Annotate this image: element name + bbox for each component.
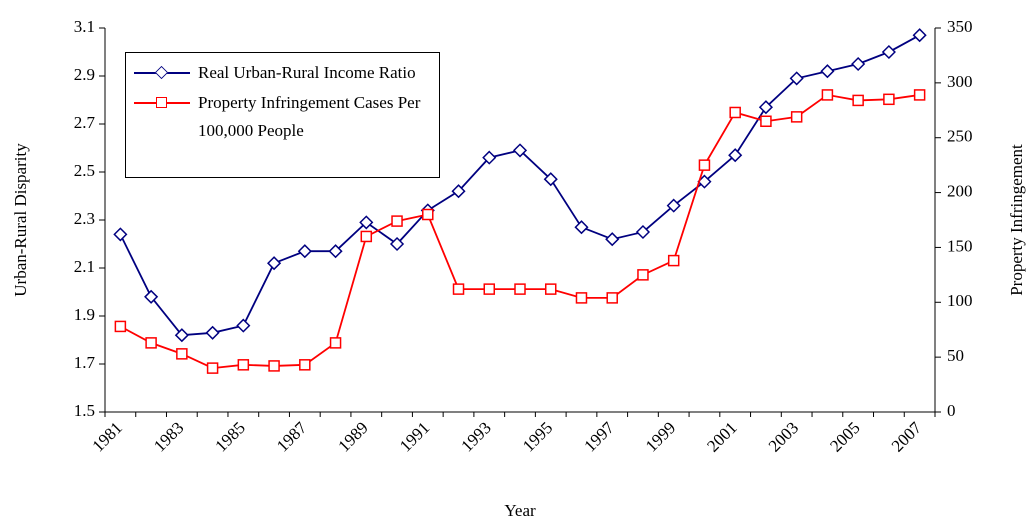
data-point (329, 337, 342, 349)
y-tick-label: 2.9 (74, 65, 95, 84)
x-tick-label: 1987 (273, 418, 311, 456)
data-point (360, 230, 373, 243)
data-point (389, 236, 405, 252)
data-point (851, 56, 866, 72)
data-point (606, 292, 618, 304)
legend: Real Urban-Rural Income Ratio Property In… (125, 52, 440, 178)
data-point (391, 215, 403, 227)
data-point (605, 232, 620, 247)
data-point (206, 362, 219, 374)
legend-label: Real Urban-Rural Income Ratio (198, 63, 416, 82)
data-point (760, 115, 772, 128)
data-point (113, 227, 128, 242)
data-point (452, 283, 465, 295)
y-tick-label: 3.1 (74, 17, 95, 36)
y-tick-label: 1.9 (74, 305, 95, 324)
y-axis-title: Urban-Rural Disparity (11, 143, 30, 297)
data-point (514, 283, 526, 295)
x-tick-label: 1991 (396, 418, 433, 455)
y-tick-label: 2.3 (74, 209, 95, 228)
legend-marker (156, 97, 167, 108)
data-point (299, 359, 311, 371)
x-tick-label: 1997 (580, 418, 618, 456)
data-point (574, 220, 589, 235)
data-point (174, 328, 189, 343)
data-point (543, 172, 558, 187)
x-tick-label: 2001 (703, 418, 740, 455)
y2-tick-label: 250 (947, 127, 973, 146)
x-tick-label: 1985 (211, 418, 248, 455)
x-tick-label: 2007 (888, 418, 926, 456)
y2-tick-label: 150 (947, 236, 973, 255)
x-axis-title: Year (504, 501, 536, 520)
data-point (145, 337, 157, 349)
data-point (483, 283, 496, 295)
y-tick-label: 1.5 (74, 401, 95, 420)
x-tick-label: 2005 (826, 418, 863, 455)
data-point (883, 93, 895, 106)
x-tick-label: 1999 (642, 418, 679, 455)
data-point (205, 325, 220, 340)
y2-tick-label: 200 (947, 181, 973, 200)
data-point (913, 89, 926, 101)
data-point (422, 208, 434, 221)
data-point (881, 44, 896, 60)
data-point (729, 106, 741, 119)
y-tick-label: 2.1 (74, 257, 95, 276)
y2-tick-label: 100 (947, 291, 973, 310)
data-point (789, 71, 804, 86)
data-point (328, 244, 343, 259)
data-point (144, 289, 159, 304)
y-tick-label: 2.7 (74, 113, 96, 132)
data-point (451, 184, 466, 199)
data-point (852, 94, 864, 107)
data-point (667, 254, 680, 267)
data-point (176, 348, 188, 360)
data-point (821, 89, 834, 101)
y2-tick-label: 300 (947, 72, 973, 91)
data-point (758, 100, 773, 115)
data-point (698, 159, 711, 171)
data-point (728, 148, 743, 163)
x-tick-label: 1983 (150, 418, 187, 455)
x-tick-label: 1993 (457, 418, 494, 455)
y-tick-label: 2.5 (74, 161, 95, 180)
data-point (267, 256, 282, 271)
data-point (297, 244, 312, 259)
legend-label: Property Infringement Cases Per 100,000 … (198, 93, 421, 140)
y2-tick-label: 0 (947, 401, 956, 420)
y-tick-label: 1.7 (74, 353, 96, 372)
x-tick-label: 1981 (88, 418, 125, 455)
y2-axis-title: Property Infringement (1007, 144, 1026, 296)
data-point (666, 198, 681, 213)
data-point (820, 64, 835, 79)
y2-tick-label: 50 (947, 346, 964, 365)
data-point (236, 318, 251, 333)
legend-marker (154, 65, 169, 80)
data-point (635, 224, 651, 240)
data-point (790, 111, 803, 123)
x-tick-label: 1995 (519, 418, 556, 455)
x-tick-label: 1989 (334, 418, 371, 455)
data-point (359, 215, 374, 230)
data-point (512, 143, 528, 158)
y2-tick-label: 350 (947, 17, 973, 36)
data-point (268, 360, 280, 372)
data-point (482, 150, 497, 165)
data-point (237, 359, 250, 371)
data-point (114, 320, 127, 333)
data-point (637, 269, 649, 281)
data-point (544, 283, 557, 295)
data-point (575, 292, 588, 304)
x-tick-label: 2003 (765, 418, 802, 455)
data-point (912, 28, 927, 43)
